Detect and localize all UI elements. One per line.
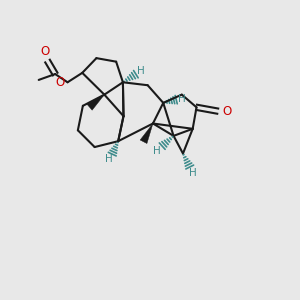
- Polygon shape: [87, 94, 104, 110]
- Text: H: H: [137, 66, 145, 76]
- Text: O: O: [222, 105, 232, 118]
- Text: H: H: [153, 146, 160, 156]
- Text: O: O: [56, 76, 64, 89]
- Text: H: H: [189, 168, 196, 178]
- Text: H: H: [178, 94, 185, 104]
- Text: O: O: [40, 44, 49, 58]
- Polygon shape: [140, 124, 153, 143]
- Text: H: H: [106, 154, 113, 164]
